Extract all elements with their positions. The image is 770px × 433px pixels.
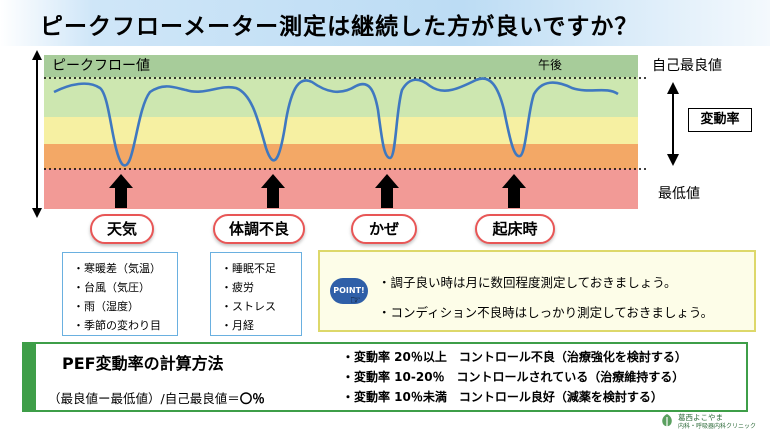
pointing-hand-icon: ☞ [350, 293, 361, 307]
list-item: ・ストレス [221, 300, 276, 313]
peak-flow-curve [53, 77, 619, 167]
advice-line: ・調子良い時は月に数回程度測定しておきましょう。 [378, 275, 677, 290]
formula-text: （最良値ー最低値）/自己最良値＝ [48, 391, 240, 406]
zone-band-1 [44, 55, 638, 77]
advice-line: ・コンディション不良時はしっかり測定しておきましょう。 [378, 305, 714, 320]
cause-pill-poor-condition: 体調不良 [213, 214, 305, 244]
variability-rate-box: 変動率 [688, 108, 752, 132]
zone-band-5 [44, 169, 638, 209]
afternoon-label: 午後 [538, 58, 563, 72]
clinic-subtitle: 内科・呼吸器内科クリニック [678, 423, 757, 430]
clinic-name: 葛西よこやま [678, 413, 723, 422]
zone-band-3 [44, 117, 638, 144]
list-item: ・睡眠不足 [221, 262, 276, 275]
calculation-formula: （最良値ー最低値）/自己最良値＝〇％ [48, 388, 265, 407]
formula-result: 〇％ [239, 391, 265, 406]
personal-best-label: 自己最良値 [652, 58, 722, 74]
list-item: ・月経 [221, 319, 254, 332]
variability-arrow-up [667, 82, 679, 94]
cause-arrow-1 [109, 174, 133, 208]
list-item: ・疲労 [221, 281, 254, 294]
title-banner [0, 0, 770, 46]
weather-examples-box: ・寒暖差（気温） ・台風（気圧） ・雨（湿度） ・季節の変わり目 [62, 252, 178, 336]
list-item: ・台風（気圧） [73, 281, 150, 294]
cause-pill-cold: かぜ [351, 214, 417, 244]
cause-arrow-4 [502, 174, 526, 208]
variability-arrow-down [667, 154, 679, 166]
calculation-title: PEF変動率の計算方法 [62, 354, 224, 373]
clinic-logo: 葛西よこやま 内科・呼吸器内科クリニック [660, 411, 764, 431]
y-axis-arrow-down [32, 208, 42, 218]
y-axis-label: ピークフロー値 [52, 58, 150, 74]
point-badge: POINT! [330, 278, 368, 304]
zone-band-4 [44, 144, 638, 169]
cause-pill-weather: 天気 [90, 214, 154, 244]
cause-arrow-2 [261, 174, 285, 208]
range-item: ・変動率 10-20％ コントロールされている（治療維持する） [342, 370, 685, 384]
range-item: ・変動率 10％未満 コントロール良好（減薬を検討する） [342, 390, 663, 404]
advice-box: POINT! ☞ ・調子良い時は月に数回程度測定しておきましょう。 ・コンディシ… [318, 250, 756, 332]
lowest-value-label: 最低値 [658, 186, 700, 202]
range-item: ・変動率 20％以上 コントロール不良（治療強化を検討する） [342, 350, 687, 364]
condition-examples-box: ・睡眠不足 ・疲労 ・ストレス ・月経 [210, 252, 302, 336]
cause-arrow-3 [375, 174, 399, 208]
list-item: ・寒暖差（気温） [73, 262, 161, 275]
y-axis-arrow-up [32, 50, 42, 60]
list-item: ・雨（湿度） [73, 300, 139, 313]
clinic-logo-icon [662, 414, 672, 427]
calculation-panel: PEF変動率の計算方法 （最良値ー最低値）/自己最良値＝〇％ ・変動率 20％以… [22, 342, 748, 412]
cause-pill-waking: 起床時 [475, 214, 555, 244]
list-item: ・季節の変わり目 [73, 319, 161, 332]
page-title: ピークフローメーター測定は継続した方が良いですか？ [40, 14, 639, 40]
